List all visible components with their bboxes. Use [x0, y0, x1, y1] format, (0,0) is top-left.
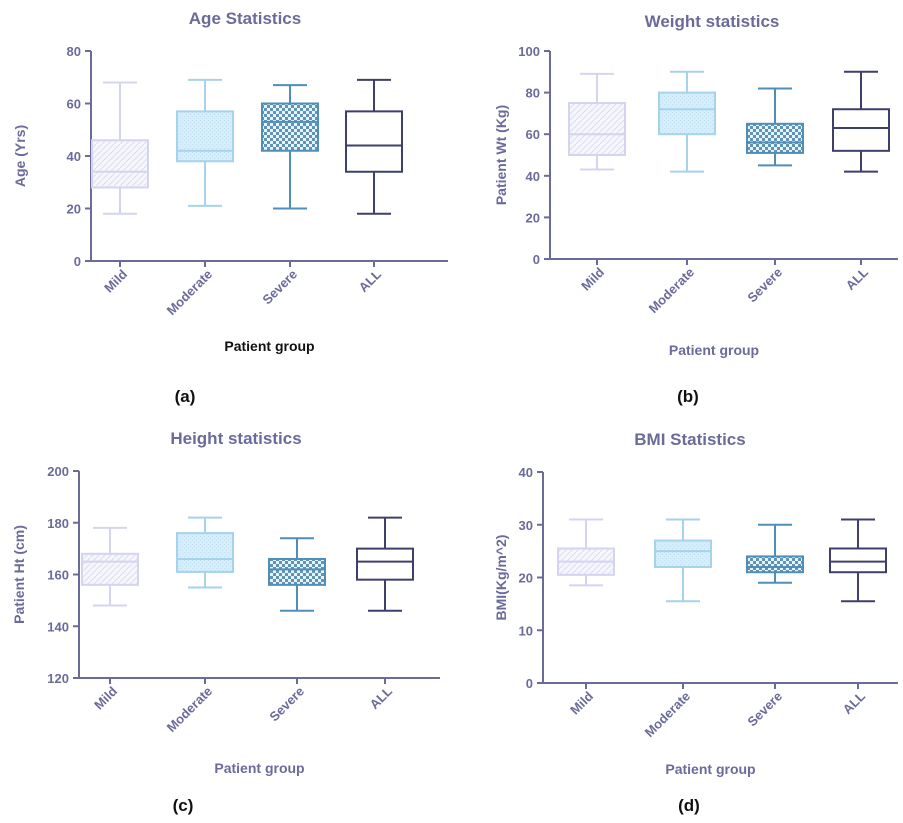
panel-b-y-tick-label-20: 20: [526, 210, 540, 225]
panel-d-x-axis-title: Patient group: [665, 761, 755, 777]
panel-a-category-label-severe: Severe: [259, 267, 300, 308]
panel-a-box-all: [345, 78, 403, 215]
panel-b-box-moderate: [658, 70, 716, 173]
panel-c-category-label-moderate: Moderate: [164, 684, 215, 735]
panel-c-y-axis-title: Patient Ht (cm): [11, 525, 27, 624]
panel-a-y-tick-label-60: 60: [67, 97, 81, 112]
panel-d-y-tick-label-40: 40: [519, 465, 533, 480]
panel-b-y-tick-label-80: 80: [526, 86, 540, 101]
panel-d-y-tick-label-0: 0: [526, 676, 533, 691]
panel-d-category-label-moderate: Moderate: [642, 689, 693, 740]
panel-d-y-tick-label-10: 10: [519, 623, 533, 638]
panel-d-box-all: [829, 518, 887, 603]
panel-a-box-mild: [91, 81, 149, 215]
caption-a: (a): [175, 387, 196, 406]
panel-c-box-all: [356, 516, 414, 612]
panel-b-y-tick-label-60: 60: [526, 127, 540, 142]
panel-d-iqr-box-severe: [746, 555, 804, 574]
panel-b-chart-title: Weight statistics: [645, 12, 780, 31]
panel-c-y-tick-label-120: 120: [47, 671, 69, 686]
panel-d-box-mild: [557, 518, 615, 587]
caption-b: (b): [677, 387, 699, 406]
panel-b-box-all: [832, 70, 890, 173]
panel-c-iqr-box-severe: [268, 557, 326, 586]
panel-a-y-tick-label-0: 0: [74, 254, 81, 269]
panel-d-y-axis-title: BMI(Kg/m^2): [493, 535, 509, 621]
panel-d-y-tick-label-30: 30: [519, 518, 533, 533]
panel-d-iqr-box-all: [829, 547, 887, 574]
panel-b-iqr-box-all: [832, 108, 890, 152]
caption-d: (d): [678, 796, 700, 815]
panel-b-x-axis-title: Patient group: [669, 342, 759, 358]
panel-c-box-severe: [268, 537, 326, 612]
panel-a-box-severe: [261, 84, 319, 210]
panel-a-iqr-box-mild: [91, 139, 149, 189]
panel-a-y-axis-title: Age (Yrs): [12, 125, 28, 187]
panel-c-iqr-box-all: [356, 547, 414, 581]
panel-d-box-moderate: [654, 518, 712, 603]
panel-a-y-tick-label-80: 80: [67, 44, 81, 59]
panel-c-x-axis-title: Patient group: [214, 760, 304, 776]
panel-b-iqr-box-severe: [746, 122, 804, 154]
panel-a-y-tick-label-20: 20: [67, 202, 81, 217]
panel-c-box-mild: [81, 526, 139, 607]
panel-c-y-tick-label-140: 140: [47, 619, 69, 634]
panel-b-y-tick-label-40: 40: [526, 169, 540, 184]
panel-b-category-label-moderate: Moderate: [646, 265, 697, 316]
panel-c-iqr-box-mild: [81, 552, 139, 586]
panel-b-y-axis-title: Patient Wt (Kg): [493, 105, 509, 205]
panel-a-category-label-moderate: Moderate: [164, 267, 215, 318]
panel-c-box-moderate: [176, 516, 234, 589]
panel-b-y-tick-label-0: 0: [533, 252, 540, 267]
panel-d-chart-title: BMI Statistics: [634, 430, 745, 449]
panel-b-iqr-box-moderate: [658, 91, 716, 136]
panel-d-y-tick-label-20: 20: [519, 571, 533, 586]
panel-a-category-label-mild: Mild: [101, 266, 130, 295]
panel-c-iqr-box-moderate: [176, 532, 234, 573]
panel-b: Weight statistics 0 20 40 60 80 100 Patient Wt …: [493, 12, 898, 358]
panel-c-category-label-severe: Severe: [266, 684, 307, 725]
panel-a-iqr-box-all: [345, 110, 403, 173]
panel-c-category-label-all: ALL: [367, 683, 396, 712]
panel-a-iqr-box-moderate: [176, 110, 234, 163]
panel-b-box-severe: [746, 87, 804, 167]
panel-a-x-axis-title: Patient group: [224, 338, 314, 354]
panel-a-iqr-box-severe: [261, 102, 319, 152]
panel-d-category-label-mild: Mild: [567, 688, 596, 717]
panel-b-category-label-mild: Mild: [578, 264, 607, 293]
panel-c-y-tick-label-180: 180: [47, 516, 69, 531]
panel-a-y-tick-label-40: 40: [67, 149, 81, 164]
panel-a-chart-title: Age Statistics: [189, 9, 301, 28]
panel-b-iqr-box-mild: [568, 102, 626, 156]
panel-d-category-label-all: ALL: [840, 688, 869, 717]
panel-b-category-label-all: ALL: [843, 264, 872, 293]
panel-b-y-tick-label-100: 100: [518, 44, 540, 59]
panel-d-box-severe: [746, 523, 804, 584]
panel-c: Height statistics 120 140 160 180 200 Patient …: [11, 429, 440, 776]
panel-b-category-label-severe: Severe: [744, 265, 785, 306]
panel-d-iqr-box-moderate: [654, 539, 712, 568]
panel-a-box-moderate: [176, 78, 234, 207]
panel-b-box-mild: [568, 72, 626, 171]
panel-d: BMI Statistics 0 10 20 30 40 BMI(Kg/m^2) Patien…: [493, 430, 898, 777]
panel-d-category-label-severe: Severe: [744, 689, 785, 730]
panel-c-category-label-mild: Mild: [91, 683, 120, 712]
panel-c-chart-title: Height statistics: [170, 429, 301, 448]
panel-a-category-label-all: ALL: [356, 266, 385, 295]
panel-a: Age Statistics 0 20 40 60 80 Age (Yrs) Patient …: [12, 9, 448, 354]
panel-c-y-tick-label-200: 200: [47, 464, 69, 479]
panel-c-y-tick-label-160: 160: [47, 568, 69, 583]
caption-c: (c): [173, 796, 194, 815]
